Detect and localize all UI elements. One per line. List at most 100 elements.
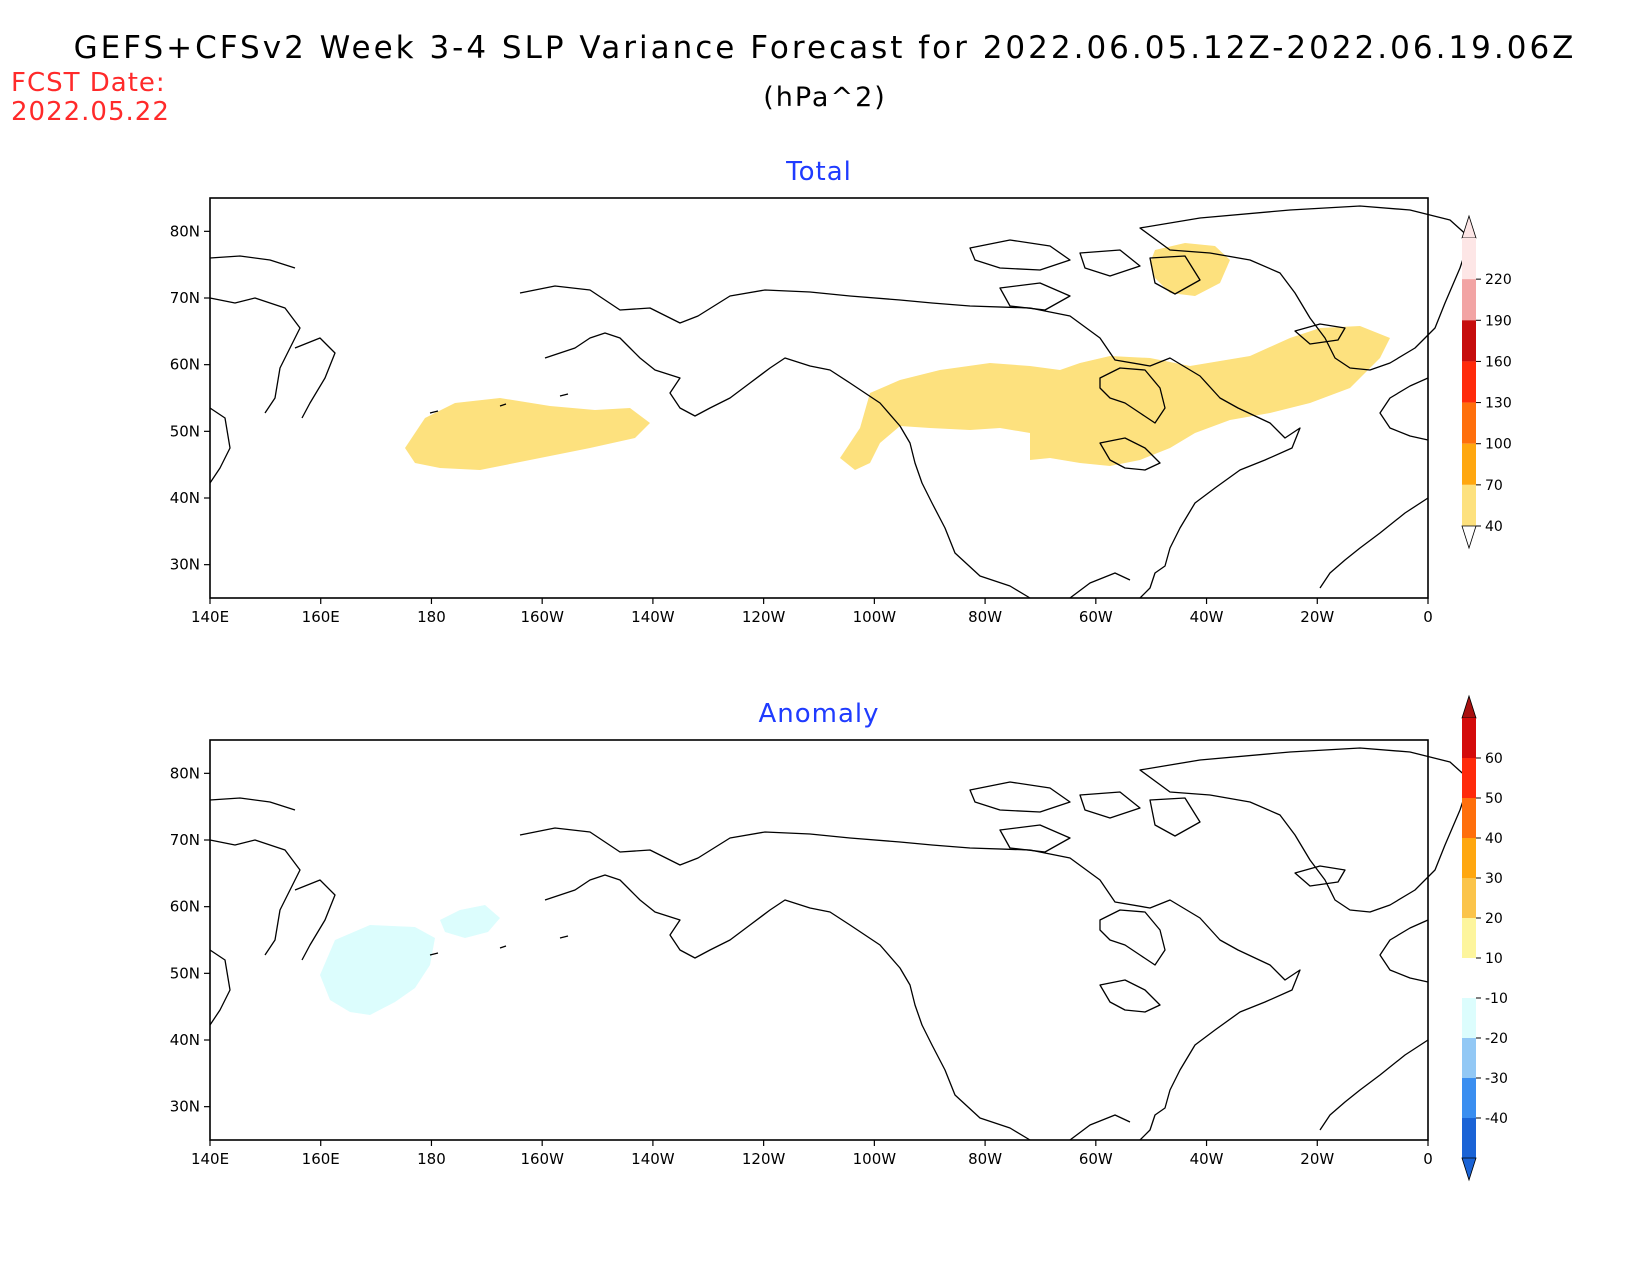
lat-tick-label: 60N [170,356,200,374]
colorbar-band [1462,1078,1476,1118]
colorbar-label: 20 [1485,911,1503,927]
colorbar-label: 40 [1485,831,1503,847]
colorbar-label: -20 [1485,1031,1508,1047]
colorbar-band [1462,361,1476,403]
colorbar-label: 190 [1485,313,1512,329]
units-subtitle: (hPa^2) [763,82,887,113]
colorbar-label: 100 [1485,437,1512,453]
colorbar: 220 190 160 130 100 70 40 [1461,214,1512,550]
colorbar-label: 30 [1485,871,1503,887]
lon-tick-label: 100W [853,1150,897,1168]
colorbar-label: 220 [1485,272,1512,288]
colorbar-label: -30 [1485,1071,1508,1087]
colorbar-band [1462,320,1476,362]
coastline [969,781,1201,853]
lon-tick-label: 140W [631,1150,675,1168]
shaded-regions [320,905,500,1015]
coastline [1099,367,1166,424]
colorbar-band [1462,758,1476,798]
panel-anomaly: Anomaly 140E 160E 180 160W 140W 120W 100W 80W 60W… [170,694,1508,1182]
shaded-region [840,326,1390,470]
lon-tick-label: 180 [417,1150,446,1168]
colorbar-label: -40 [1485,1111,1508,1127]
lat-tick-label: 80N [170,222,200,240]
colorbar-band [1462,918,1476,958]
colorbar-band [1462,838,1476,878]
colorbar-band [1462,279,1476,321]
colorbar-label: 50 [1485,791,1503,807]
colorbar-band [1462,958,1476,998]
coastline [519,285,1301,599]
coastline [209,255,301,484]
shaded-regions [405,243,1390,470]
coastline [1099,909,1166,966]
coastline [294,337,336,419]
colorbar-label: -10 [1485,991,1508,1007]
colorbar-band [1462,238,1476,280]
colorbar-label: 60 [1485,751,1503,767]
shaded-region [405,398,650,470]
lon-tick-label: 80W [968,1150,1002,1168]
colorbar-band [1462,878,1476,918]
coastline [209,797,301,1026]
lon-tick-label: 140E [191,608,229,626]
shaded-region [320,925,435,1015]
lon-tick-label: 160E [302,608,340,626]
coastline [1319,919,1429,1131]
coastline [429,935,569,956]
lon-tick-label: 140E [191,1150,229,1168]
main-title: GEFS+CFSv2 Week 3-4 SLP Variance Forecas… [73,30,1577,66]
coastline [519,827,1301,1141]
lon-tick-label: 140W [631,608,675,626]
lat-tick-label: 70N [170,289,200,307]
lat-tick-label: 40N [170,1031,200,1049]
lon-tick-label: 40W [1190,1150,1224,1168]
lon-tick-label: 60W [1079,608,1113,626]
coastline [429,393,569,414]
lon-tick-label: 120W [742,1150,786,1168]
lon-tick-label: 160E [302,1150,340,1168]
colorbar-band [1462,718,1476,758]
colorbar-band [1462,1118,1476,1158]
coastline [1139,205,1471,371]
lat-tick-label: 40N [170,489,200,507]
colorbar-band [1462,402,1476,444]
colorbar-bottom-arrow [1461,1157,1477,1182]
panel-title: Total [785,157,852,187]
lat-tick-label: 70N [170,831,200,849]
lon-tick-label: 180 [417,608,446,626]
colorbar-label: 70 [1485,478,1503,494]
coastlines [209,747,1471,1141]
lon-tick-label: 20W [1300,608,1334,626]
coastline [1099,979,1161,1013]
forecast-date-value: 2022.05.22 [11,97,170,127]
lat-tick-label: 50N [170,422,200,440]
lat-tick-label: 60N [170,898,200,916]
lon-tick-label: 80W [968,608,1002,626]
coastline [1294,865,1346,887]
colorbar-bottom-arrow [1461,525,1477,550]
lon-tick-label: 100W [853,608,897,626]
colorbar-band [1462,443,1476,485]
colorbar-label: 160 [1485,354,1512,370]
colorbar-band [1462,484,1476,526]
lon-tick-label: 60W [1079,1150,1113,1168]
lon-tick-label: 160W [520,1150,564,1168]
lon-tick-label: 40W [1190,608,1224,626]
lat-tick-label: 30N [170,1098,200,1116]
coastline [1139,747,1471,913]
lon-tick-label: 120W [742,608,786,626]
colorbar-band [1462,998,1476,1038]
colorbar-top-arrow [1461,214,1477,239]
colorbar-label: 10 [1485,951,1503,967]
colorbar-band [1462,798,1476,838]
map-frame [209,197,1429,599]
panel-title: Anomaly [758,699,879,729]
lat-tick-label: 80N [170,764,200,782]
forecast-date-label: FCST Date: [11,68,166,98]
lon-tick-label: 0 [1423,1150,1433,1168]
lat-tick-label: 50N [170,964,200,982]
coastlines [209,205,1471,599]
coastline [294,879,336,961]
